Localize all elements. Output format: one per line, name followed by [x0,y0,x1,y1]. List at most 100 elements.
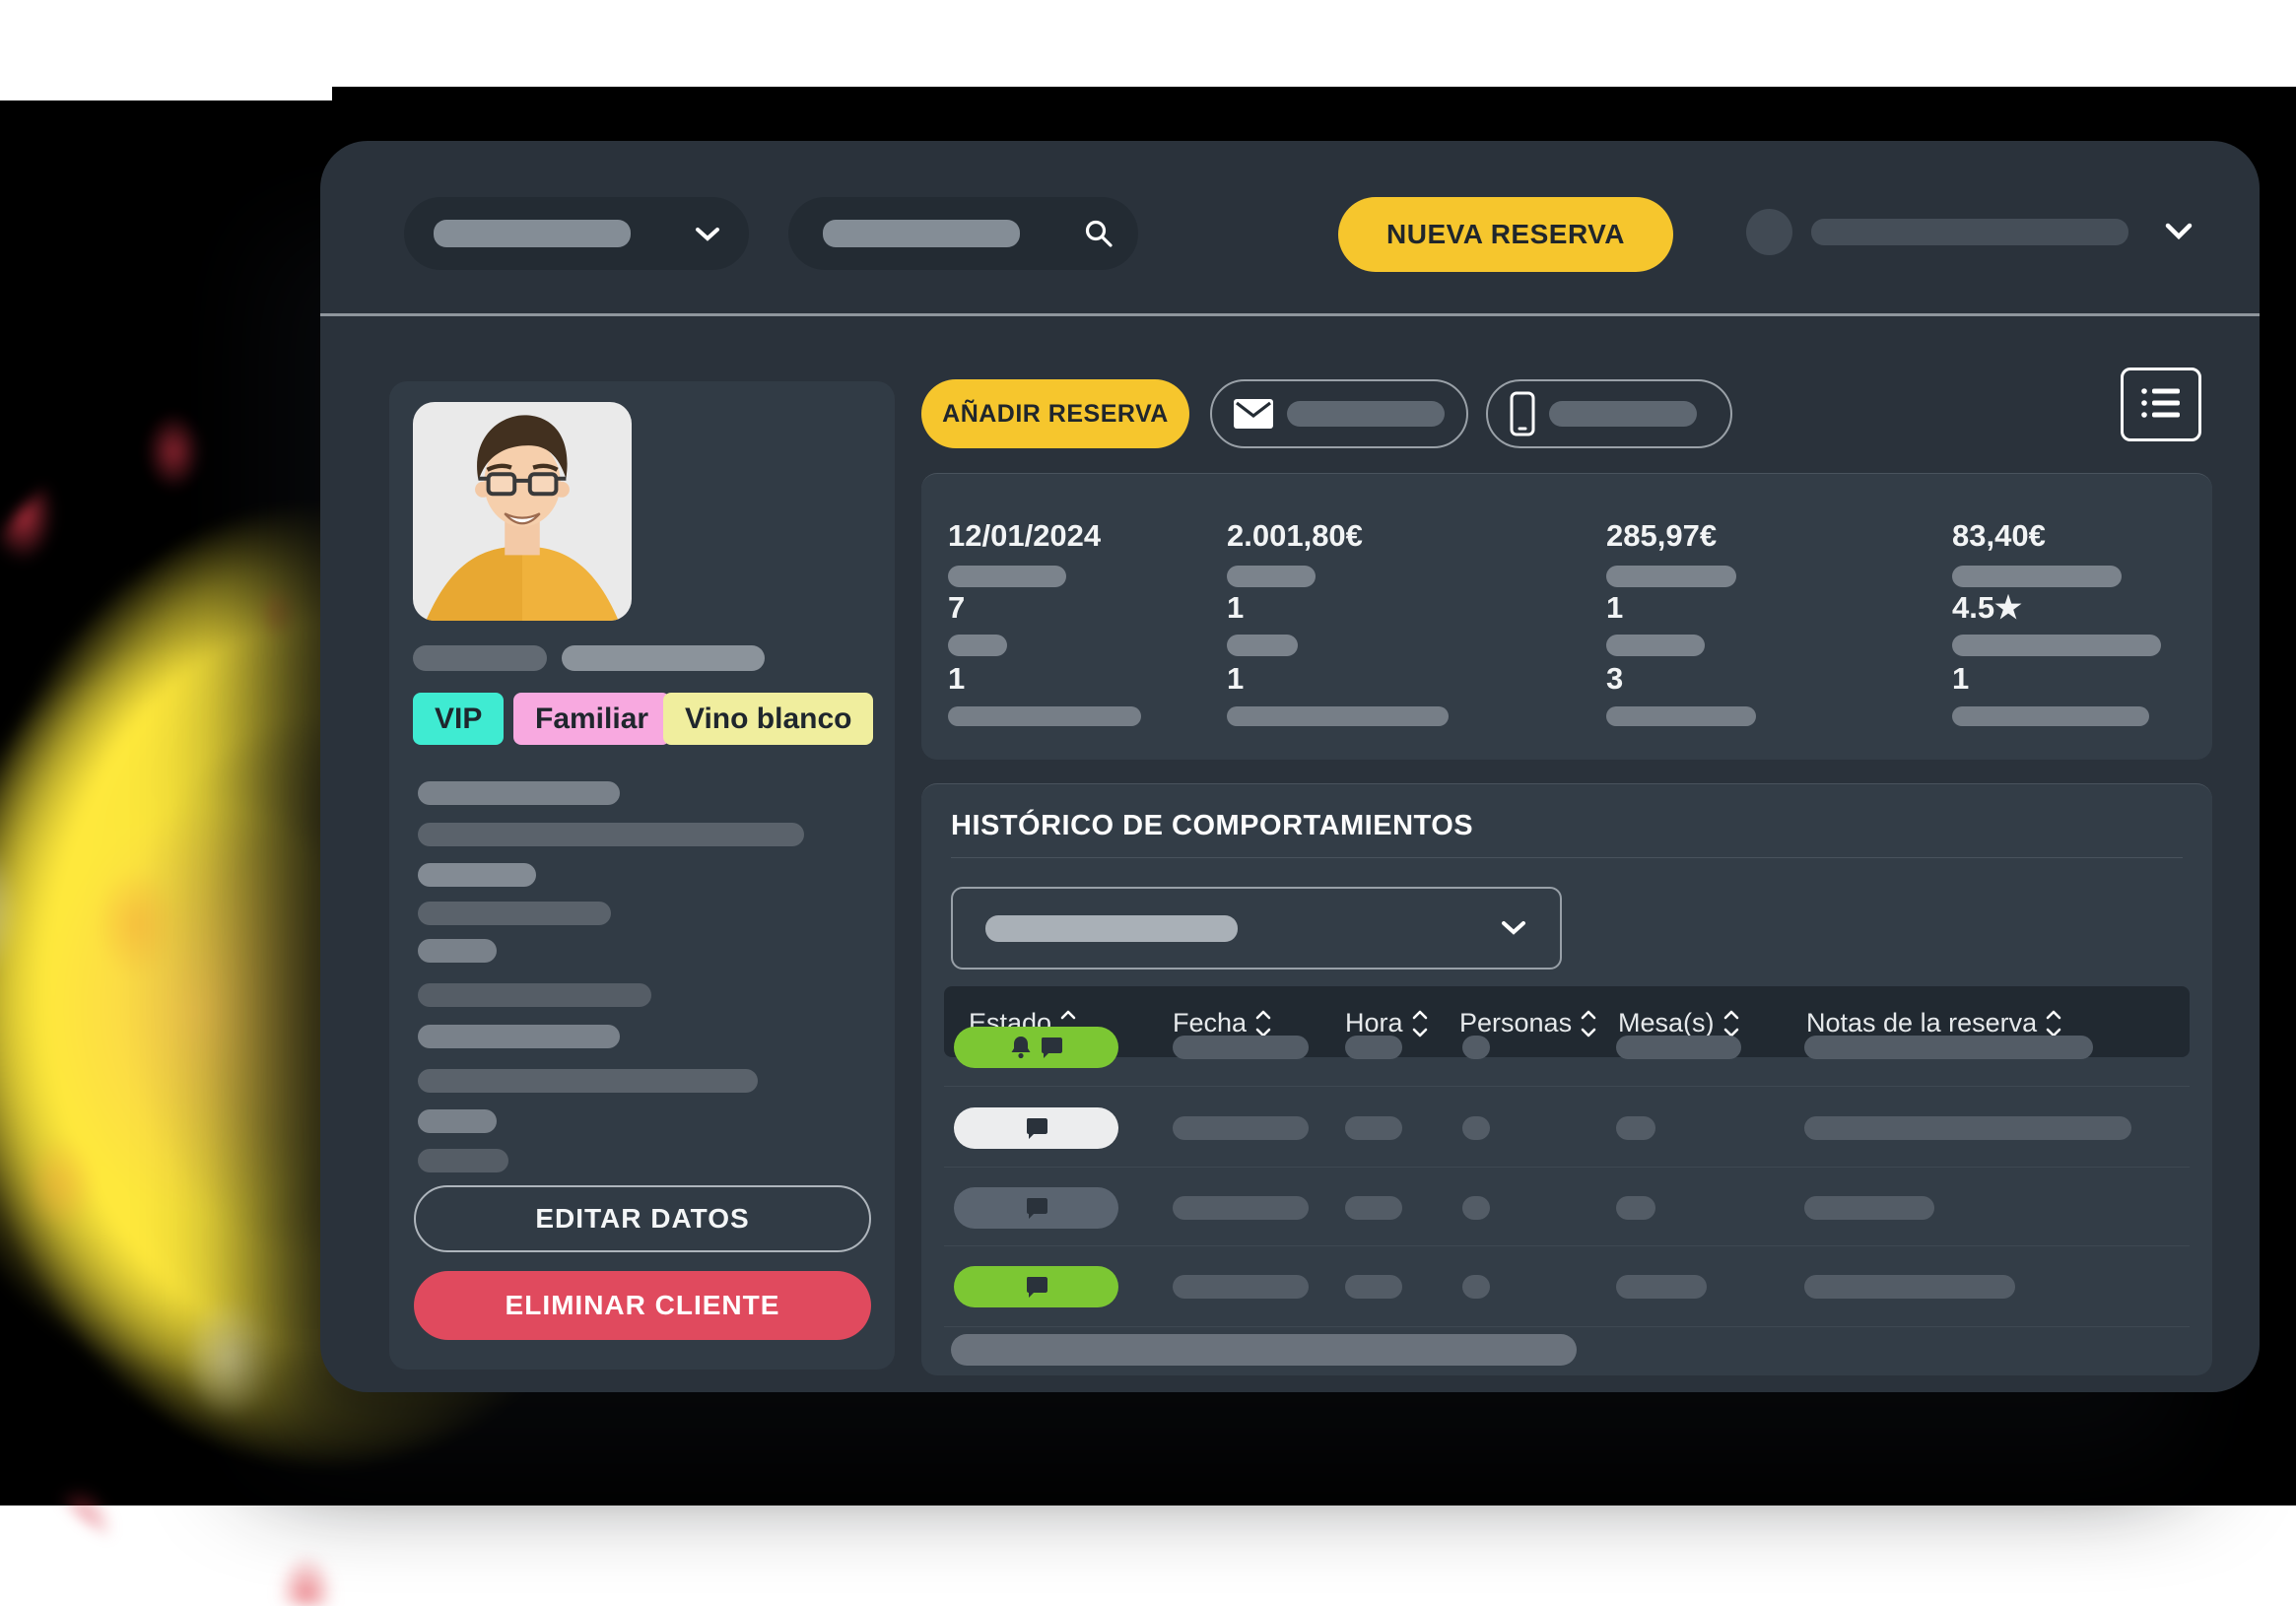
stat-label-skeleton [1227,706,1449,726]
column-header-hora[interactable]: Hora [1345,1008,1428,1038]
detail-skeleton [418,781,620,805]
stat-label-skeleton [1606,706,1756,726]
tag-vino-blanco[interactable]: Vino blanco [663,693,874,745]
chevron-down-icon [1502,921,1525,935]
backdrop-notch [0,87,332,100]
sort-icon [1723,1010,1738,1037]
dropdown-value-skeleton [434,220,631,247]
name-skeleton [413,645,547,671]
stat-value: 1 [948,661,966,696]
sort-icon [1412,1010,1427,1037]
row-separator [944,1086,2190,1087]
column-header-notas[interactable]: Notas de la reserva [1806,1008,2061,1038]
stat-label-skeleton [1606,566,1736,587]
notas-skeleton [1804,1275,2015,1299]
phone-chip[interactable] [1486,379,1732,448]
surname-skeleton [562,645,765,671]
detail-skeleton [418,863,536,887]
stat-label-skeleton [948,635,1007,656]
tag-list: VIP Familiar Vino blanco [413,693,876,745]
personas-skeleton [1462,1036,1490,1059]
edit-client-button[interactable]: EDITAR DATOS [414,1185,871,1252]
column-label: Personas [1459,1008,1573,1037]
detail-skeleton [418,1069,758,1093]
search-value-skeleton [823,220,1020,247]
detail-skeleton [418,1025,620,1048]
stat-value: 1 [1227,661,1245,696]
title-divider [951,857,2183,858]
sort-icon [2046,1010,2061,1037]
search-icon [1085,220,1113,247]
personas-skeleton [1462,1116,1490,1140]
chevron-down-icon[interactable] [2165,223,2193,240]
mesa-skeleton [1616,1275,1707,1299]
search-input[interactable] [788,197,1138,270]
detail-skeleton [418,1149,508,1172]
fecha-skeleton [1173,1275,1309,1299]
topbar-divider [320,313,2260,316]
fecha-skeleton [1173,1116,1309,1140]
mesa-skeleton [1616,1196,1655,1220]
filter-dropdown[interactable] [404,197,749,270]
envelope-icon [1234,399,1273,429]
stat-label-skeleton [1952,635,2161,656]
stat-label-skeleton [1952,566,2122,587]
column-label: Mesa(s) [1618,1008,1715,1037]
fecha-skeleton [1173,1196,1309,1220]
stat-value: 7 [948,590,966,625]
user-avatar[interactable] [1746,209,1792,255]
stat-label-skeleton [1227,566,1316,587]
detail-skeleton [418,983,651,1007]
stat-value: 3 [1606,661,1624,696]
stat-label-skeleton [1227,635,1298,656]
detail-skeleton [418,902,611,925]
hora-skeleton [1345,1196,1402,1220]
chat-icon [1026,1277,1047,1298]
client-stats-panel: 12/01/2024 7 1 2.001,80€ 1 1 285,97€ 1 3… [921,473,2212,760]
mesa-skeleton [1616,1036,1741,1059]
row-separator [944,1326,2190,1327]
panel-title: HISTÓRICO DE COMPORTAMIENTOS [951,810,1474,841]
status-badge[interactable] [954,1266,1118,1307]
profile-photo [413,402,632,621]
list-view-button[interactable] [2121,368,2201,441]
new-reservation-button[interactable]: NUEVA RESERVA [1338,197,1673,272]
fecha-skeleton [1173,1036,1309,1059]
column-header-mesas[interactable]: Mesa(s) [1618,1008,1739,1038]
history-filter-dropdown[interactable] [951,887,1562,970]
sort-icon [1255,1010,1271,1037]
status-badge[interactable] [954,1107,1118,1149]
personas-skeleton [1462,1196,1490,1220]
client-profile-panel: VIP Familiar Vino blanco EDITAR DATOS EL… [389,381,895,1370]
column-header-fecha[interactable]: Fecha [1173,1008,1271,1038]
stat-value: 1 [1952,661,1970,696]
chat-icon [1026,1198,1047,1219]
app-window: NUEVA RESERVA VIP Familiar [320,141,2260,1392]
stat-label-skeleton [1952,706,2149,726]
phone-icon [1510,391,1535,436]
stat-value: 4.5★ [1952,590,2022,625]
add-reservation-button[interactable]: AÑADIR RESERVA [921,379,1189,448]
notas-skeleton [1804,1036,2093,1059]
tag-label: VIP [435,702,483,735]
stat-value: 2.001,80€ [1227,518,1363,553]
status-badge[interactable] [954,1027,1118,1068]
chat-icon [1026,1118,1047,1139]
tag-vip[interactable]: VIP [413,693,505,745]
tag-familiar[interactable]: Familiar [513,693,671,745]
notas-skeleton [1804,1116,2131,1140]
status-badge[interactable] [954,1187,1118,1229]
pagination-skeleton[interactable] [951,1334,1577,1366]
delete-client-button[interactable]: ELIMINAR CLIENTE [414,1271,871,1340]
email-chip[interactable] [1210,379,1468,448]
stat-value: 83,40€ [1952,518,2046,553]
column-label: Fecha [1173,1008,1248,1037]
chevron-down-icon [696,228,719,241]
column-header-personas[interactable]: Personas [1459,1008,1596,1038]
stat-label-skeleton [948,566,1066,587]
hora-skeleton [1345,1275,1402,1299]
tag-label: Familiar [535,702,649,735]
row-separator [944,1167,2190,1168]
bell-icon [1011,1037,1030,1059]
stat-value: 285,97€ [1606,518,1718,553]
